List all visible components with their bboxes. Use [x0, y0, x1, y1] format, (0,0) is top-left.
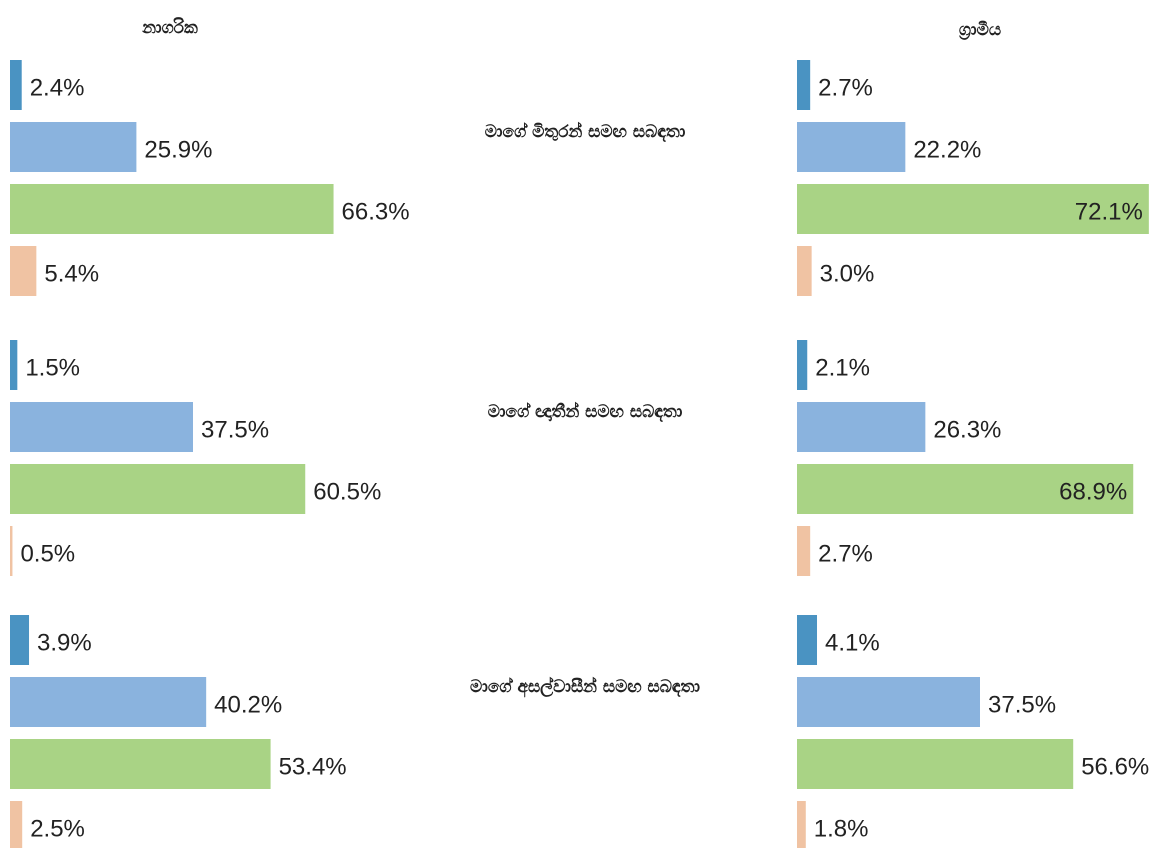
bar	[797, 340, 808, 390]
category-label: මාගේ අසල්වාසීන් සමඟ සබඳතා	[470, 676, 700, 698]
bar	[10, 60, 22, 110]
bar	[10, 340, 18, 390]
value-label: 5.4%	[44, 260, 99, 287]
bar	[10, 526, 13, 576]
value-label: 25.9%	[144, 136, 212, 163]
bar	[797, 801, 806, 848]
bar	[10, 615, 30, 665]
bar	[10, 801, 23, 848]
value-label: 3.9%	[37, 629, 92, 656]
panel-title: ග්‍රාමීය	[959, 20, 1001, 41]
value-label: 68.9%	[1059, 478, 1127, 505]
bar	[797, 526, 811, 576]
bar	[10, 739, 271, 789]
bar	[797, 677, 980, 727]
value-label: 3.0%	[820, 260, 875, 287]
bar	[797, 246, 812, 296]
value-label: 37.5%	[201, 416, 269, 443]
value-label: 53.4%	[279, 753, 347, 780]
value-label: 37.5%	[988, 691, 1056, 718]
panel-title: නාගරික	[141, 17, 198, 38]
value-label: 4.1%	[825, 629, 880, 656]
bar	[10, 677, 207, 727]
bar	[10, 246, 37, 296]
value-label: 56.6%	[1081, 753, 1149, 780]
bar	[797, 60, 811, 110]
bar	[10, 122, 137, 172]
value-label: 0.5%	[20, 540, 75, 567]
category-label: මාගේ මිතුරන් සමඟ සබඳතා	[485, 121, 686, 143]
bar	[797, 464, 1134, 514]
value-label: 2.5%	[30, 815, 85, 842]
value-label: 2.7%	[818, 74, 873, 101]
bar	[10, 402, 193, 452]
category-label: මාගේ ඥාතීන් සමඟ සබඳතා	[488, 401, 683, 423]
value-label: 22.2%	[913, 136, 981, 163]
bar	[10, 184, 334, 234]
bar	[797, 615, 818, 665]
bar	[797, 402, 926, 452]
value-label: 2.4%	[30, 74, 85, 101]
value-label: 1.8%	[814, 815, 869, 842]
value-label: 72.1%	[1075, 198, 1143, 225]
bar	[10, 464, 306, 514]
bar	[797, 184, 1149, 234]
value-label: 66.3%	[342, 198, 410, 225]
bar	[797, 122, 906, 172]
value-label: 2.7%	[818, 540, 873, 567]
value-label: 40.2%	[214, 691, 282, 718]
value-label: 60.5%	[313, 478, 381, 505]
value-label: 2.1%	[815, 354, 870, 381]
value-label: 1.5%	[25, 354, 80, 381]
bar	[797, 739, 1074, 789]
value-label: 26.3%	[933, 416, 1001, 443]
